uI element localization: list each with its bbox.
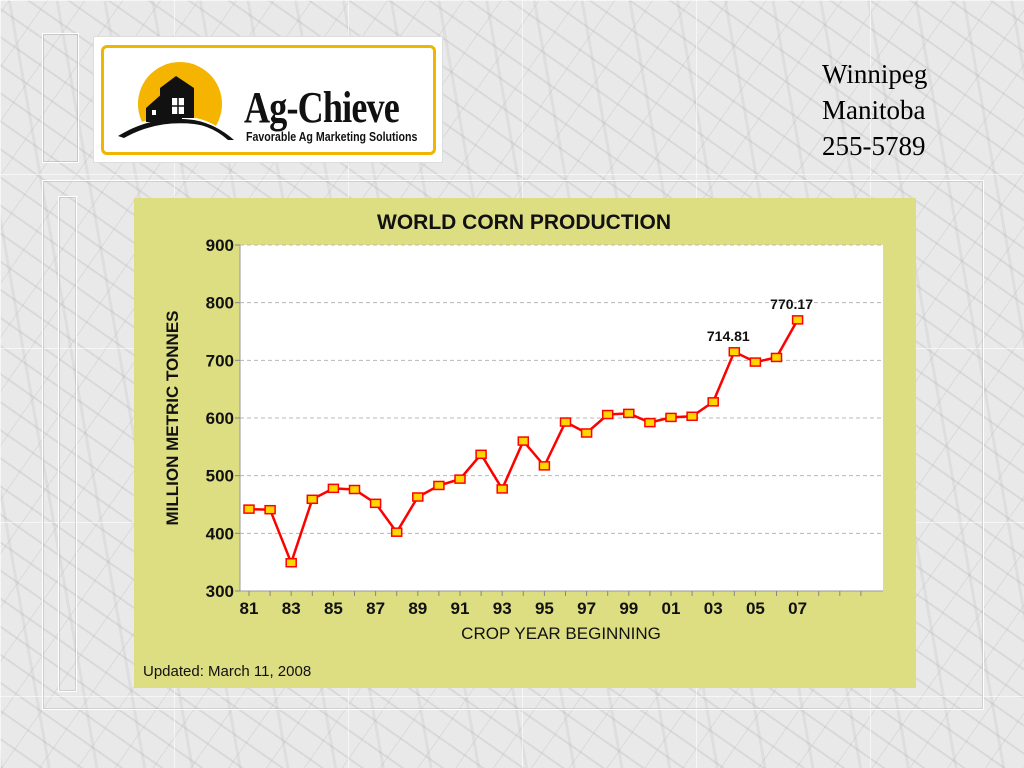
data-point: [306, 494, 319, 505]
data-point: [243, 504, 255, 514]
data-point: [601, 409, 614, 420]
x-tick-label: 89: [408, 599, 427, 618]
corn-production-chart: WORLD CORN PRODUCTION 300 400 500 600 700 800…: [143, 211, 883, 680]
data-point: [433, 480, 445, 491]
x-tick-label: 83: [282, 599, 301, 618]
decorative-frame-main: [42, 180, 984, 710]
y-tick-label: 300: [206, 582, 234, 601]
y-tick-labels: 300 400 500 600 700 800 900: [206, 236, 240, 601]
chart-panel: WORLD CORN PRODUCTION 300 400 500 600 700 800…: [134, 198, 916, 688]
data-point: [496, 484, 508, 494]
data-point: [454, 474, 466, 484]
logo-card: Ag-Chieve Favorable Ag Marketing Solutio…: [93, 36, 443, 163]
data-point: [390, 527, 403, 537]
y-tick-label: 700: [206, 351, 234, 370]
x-tick-label: 01: [662, 599, 681, 618]
data-point: [707, 397, 719, 407]
data-point: [791, 315, 804, 325]
farm-logo-icon: [116, 62, 234, 140]
data-point: [412, 492, 424, 502]
x-tick-label: 03: [704, 599, 723, 618]
data-point: [559, 417, 572, 427]
gridlines: [240, 244, 883, 534]
annotations: 714.81 770.17: [707, 296, 813, 344]
x-tick-label: 85: [324, 599, 343, 618]
decorative-frame-top: [42, 33, 79, 163]
x-tick-label: 91: [451, 599, 470, 618]
x-tick-label: 07: [788, 599, 807, 618]
data-point: [644, 417, 656, 428]
x-axis-label: CROP YEAR BEGINNING: [461, 624, 661, 643]
data-point: [264, 504, 276, 515]
chart-title: WORLD CORN PRODUCTION: [377, 211, 671, 234]
data-point: [770, 352, 783, 363]
data-point: [728, 347, 741, 357]
data-point: [665, 412, 677, 423]
y-tick-label: 900: [206, 236, 234, 255]
x-tick-label: 81: [240, 599, 259, 618]
data-point: [580, 428, 593, 438]
data-point: [517, 436, 530, 446]
logo-tagline: Favorable Ag Marketing Solutions: [246, 130, 418, 144]
contact-province: Manitoba: [822, 95, 926, 125]
x-tick-label: 87: [366, 599, 385, 618]
data-point: [538, 461, 551, 471]
x-tick-label: 93: [493, 599, 512, 618]
contact-phone: 255-5789: [822, 131, 926, 161]
y-tick-label: 800: [206, 294, 234, 313]
decorative-frame-side: [58, 196, 77, 692]
data-label: 714.81: [707, 328, 750, 344]
series-production: [243, 315, 804, 568]
x-tick-label: 95: [535, 599, 554, 618]
logo-name: Ag-Chieve: [244, 83, 400, 132]
x-tick-label: 99: [619, 599, 638, 618]
data-label: 770.17: [770, 296, 813, 312]
data-point: [749, 357, 762, 367]
data-point: [327, 483, 340, 494]
data-point: [686, 411, 698, 422]
data-point: [369, 498, 382, 509]
contact-block: Winnipeg Manitoba 255-5789: [822, 56, 927, 164]
x-tick-labels: 81 83 85 87 89 91 93 95 97 99 01 03 05 07: [240, 591, 862, 618]
updated-note: Updated: March 11, 2008: [143, 663, 311, 680]
data-point: [623, 408, 635, 419]
data-point: [285, 557, 297, 568]
x-tick-label: 97: [577, 599, 596, 618]
data-point: [348, 484, 361, 495]
y-tick-label: 600: [206, 409, 234, 428]
contact-city: Winnipeg: [822, 59, 928, 89]
y-tick-label: 500: [206, 467, 234, 486]
logo-border: Ag-Chieve Favorable Ag Marketing Solutio…: [101, 45, 436, 155]
y-tick-label: 400: [206, 524, 234, 543]
x-tick-label: 05: [746, 599, 765, 618]
data-point: [475, 449, 487, 460]
y-axis-label: MILLION METRIC TONNES: [163, 310, 182, 525]
